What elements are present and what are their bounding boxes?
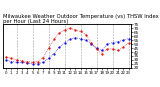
- Text: Milwaukee Weather Outdoor Temperature (vs) THSW Index per Hour (Last 24 Hours): Milwaukee Weather Outdoor Temperature (v…: [3, 14, 159, 24]
